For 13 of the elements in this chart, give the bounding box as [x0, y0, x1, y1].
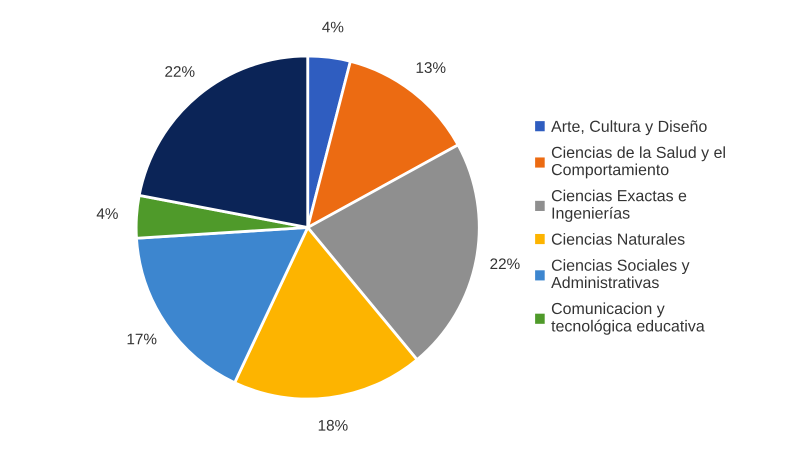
- data-label: 22%: [490, 258, 520, 270]
- data-label: 18%: [318, 420, 348, 431]
- legend-label: Arte, Cultura y Diseño: [551, 120, 707, 136]
- data-label: 4%: [96, 208, 118, 219]
- data-label: 17%: [128, 334, 156, 344]
- legend-label: Ciencias Naturales: [552, 233, 685, 245]
- data-label: 13%: [416, 62, 446, 73]
- legend-label: Comunicacion y tecnológica educativa: [551, 302, 705, 335]
- legend-label: Ciencias Exactas e Ingenierías: [552, 190, 686, 222]
- legend-label: Ciencias Sociales y Administrativas: [551, 259, 690, 288]
- data-label: 22%: [165, 66, 195, 77]
- data-label: 4%: [322, 22, 344, 32]
- legend-label: Ciencias de la Salud y el Comportamiento: [552, 146, 725, 178]
